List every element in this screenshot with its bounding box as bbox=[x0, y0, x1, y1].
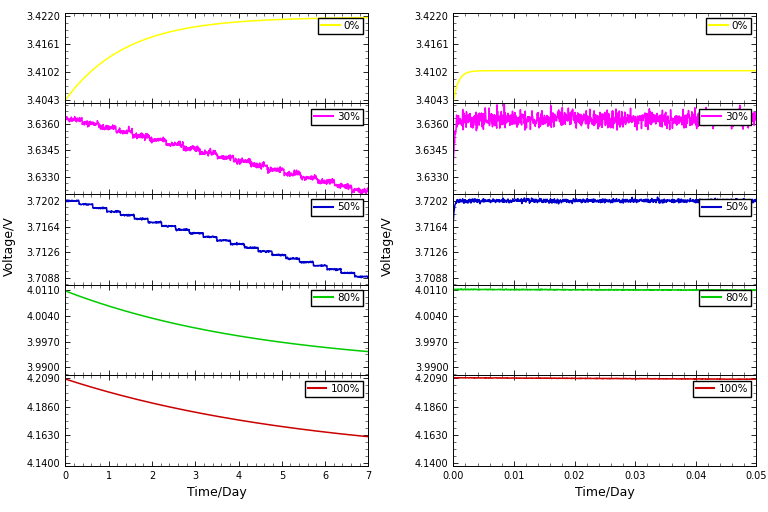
Legend: 100%: 100% bbox=[305, 380, 363, 397]
Legend: 80%: 80% bbox=[311, 290, 363, 306]
Legend: 30%: 30% bbox=[311, 109, 363, 125]
Legend: 50%: 50% bbox=[311, 199, 363, 216]
Text: Voltage/V: Voltage/V bbox=[382, 216, 394, 275]
Legend: 80%: 80% bbox=[699, 290, 751, 306]
Legend: 100%: 100% bbox=[693, 380, 751, 397]
X-axis label: Time/Day: Time/Day bbox=[575, 486, 635, 499]
Legend: 0%: 0% bbox=[318, 18, 363, 34]
X-axis label: Time/Day: Time/Day bbox=[187, 486, 247, 499]
Legend: 50%: 50% bbox=[699, 199, 751, 216]
Legend: 30%: 30% bbox=[699, 109, 751, 125]
Legend: 0%: 0% bbox=[706, 18, 751, 34]
Text: Voltage/V: Voltage/V bbox=[3, 216, 15, 275]
